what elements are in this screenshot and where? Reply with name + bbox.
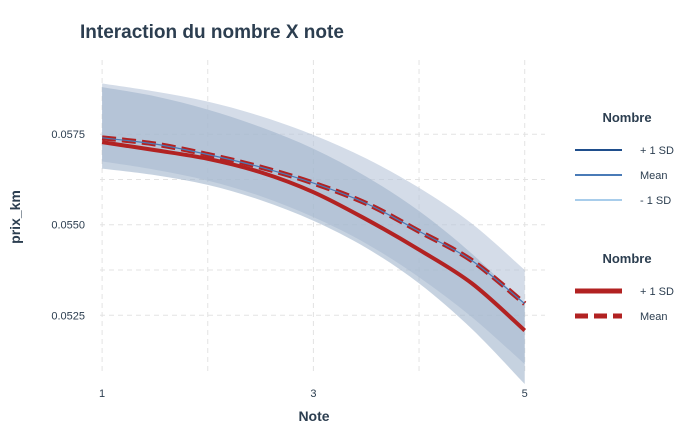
x-tick-label: 5 (522, 388, 528, 400)
legend-label: Mean (640, 170, 668, 182)
legend-1: Nombre + 1 SD Mean - 1 SD (575, 110, 674, 207)
x-axis-title: Note (298, 408, 329, 424)
y-tick-label: 0.0525 (51, 310, 85, 322)
series-lines (101, 135, 527, 332)
legend-2: Nombre + 1 SD Mean (575, 251, 674, 323)
legend-label: + 1 SD (640, 145, 674, 157)
series-line-mean (102, 137, 526, 305)
axis-ticks: 1 3 5 0.0525 0.0550 0.0575 (51, 129, 527, 400)
series-line-1-sd (101, 140, 527, 332)
confidence-band (102, 87, 525, 385)
chart-title: Interaction du nombre X note (80, 22, 344, 43)
legends: Nombre + 1 SD Mean - 1 SD Nombre + 1 SD Mean (575, 110, 674, 323)
y-tick-label: 0.0575 (51, 129, 85, 141)
legend-label: + 1 SD (640, 286, 674, 298)
x-tick-label: 1 (99, 388, 105, 400)
legend-label: Mean (640, 311, 668, 323)
legend-label: - 1 SD (640, 195, 671, 207)
y-axis-title: prix_km (7, 190, 23, 244)
y-tick-label: 0.0550 (51, 220, 85, 232)
x-tick-label: 3 (310, 388, 316, 400)
legend-title: Nombre (602, 251, 651, 266)
legend-title: Nombre (602, 110, 651, 125)
